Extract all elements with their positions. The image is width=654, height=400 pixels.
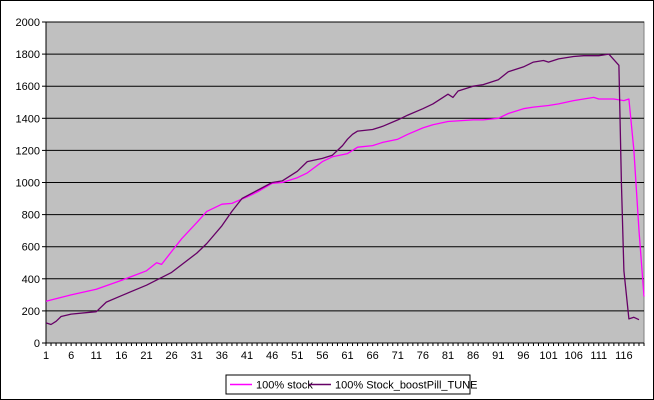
x-tick-label-71: 71 bbox=[392, 350, 404, 362]
y-tick-label-400: 400 bbox=[22, 274, 40, 286]
y-tick-label-1400: 1400 bbox=[16, 113, 40, 125]
y-tick-label-1600: 1600 bbox=[16, 81, 40, 93]
x-tick-label-31: 31 bbox=[191, 350, 203, 362]
y-tick-label-600: 600 bbox=[22, 242, 40, 254]
x-tick-label-56: 56 bbox=[316, 350, 328, 362]
series-line-2 bbox=[45, 53, 640, 326]
y-tick-label-1000: 1000 bbox=[16, 178, 40, 190]
x-tick-label-21: 21 bbox=[140, 350, 152, 362]
y-tick-label-0: 0 bbox=[34, 338, 40, 350]
x-tick-label-106: 106 bbox=[564, 350, 582, 362]
x-tick-label-86: 86 bbox=[467, 350, 479, 362]
x-tick-label-111: 111 bbox=[590, 350, 607, 362]
series-line-1 bbox=[45, 96, 645, 302]
x-tick-label-1: 1 bbox=[43, 350, 49, 362]
y-tick-label-1800: 1800 bbox=[16, 49, 40, 61]
x-tick-label-116: 116 bbox=[615, 350, 633, 362]
x-tick-label-51: 51 bbox=[291, 350, 303, 362]
y-tick-label-2000: 2000 bbox=[16, 17, 40, 29]
x-tick-label-66: 66 bbox=[367, 350, 379, 362]
x-tick-label-11: 11 bbox=[91, 350, 102, 362]
x-tick-label-6: 6 bbox=[68, 350, 74, 362]
x-tick-label-96: 96 bbox=[517, 350, 529, 362]
x-tick-label-16: 16 bbox=[115, 350, 127, 362]
x-tick-label-81: 81 bbox=[442, 350, 454, 362]
legend-label-2: 100% Stock_boostPill_TUNE bbox=[335, 380, 477, 392]
y-tick-label-200: 200 bbox=[22, 306, 40, 318]
x-tick-label-41: 41 bbox=[241, 350, 253, 362]
y-tick-label-800: 800 bbox=[22, 210, 40, 222]
legend-box bbox=[225, 374, 471, 395]
x-tick-label-91: 91 bbox=[492, 350, 504, 362]
y-tick-label-1200: 1200 bbox=[16, 145, 40, 157]
x-tick-label-61: 61 bbox=[341, 350, 353, 362]
x-tick-label-101: 101 bbox=[539, 350, 557, 362]
legend-label-1: 100% stock bbox=[256, 380, 313, 392]
x-tick-label-26: 26 bbox=[166, 350, 178, 362]
x-tick-label-36: 36 bbox=[216, 350, 228, 362]
x-tick-label-46: 46 bbox=[266, 350, 278, 362]
x-tick-label-76: 76 bbox=[417, 350, 429, 362]
